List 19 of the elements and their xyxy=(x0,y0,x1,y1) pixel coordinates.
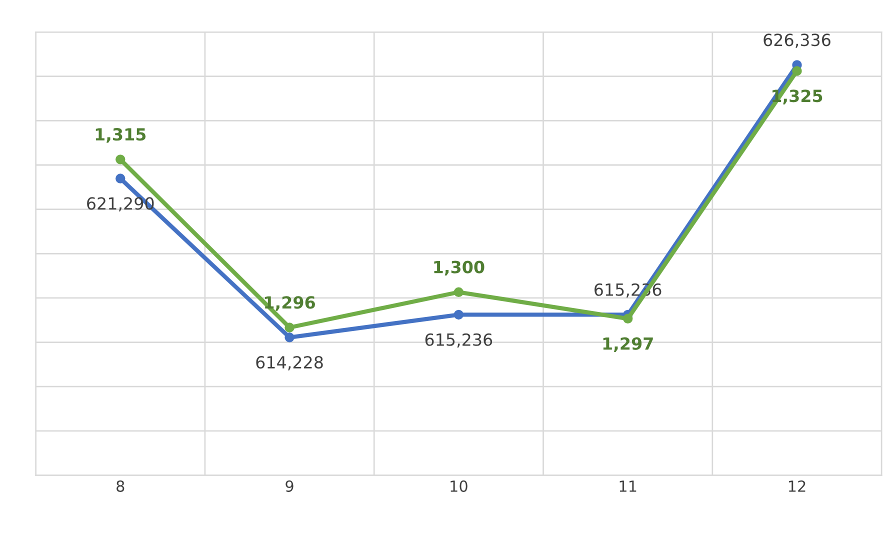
point xyxy=(284,322,294,332)
point xyxy=(284,332,294,342)
data-label: 615,236 xyxy=(425,333,492,348)
point xyxy=(454,310,464,320)
point xyxy=(792,66,802,76)
x-tick-label: 8 xyxy=(116,480,124,492)
x-tick-label: 10 xyxy=(450,480,468,492)
data-label: 1,315 xyxy=(96,128,146,143)
data-label: 614,228 xyxy=(256,356,323,370)
data-label: 626,336 xyxy=(764,34,830,48)
data-label: 1,297 xyxy=(603,337,653,352)
x-tick-label: 9 xyxy=(286,480,294,492)
x-tick-label: 12 xyxy=(788,480,806,492)
point xyxy=(116,174,126,184)
point xyxy=(622,314,633,324)
x-tick-label: 11 xyxy=(620,480,636,492)
data-label: 1,300 xyxy=(434,260,484,276)
point xyxy=(116,154,126,164)
point xyxy=(454,287,464,297)
